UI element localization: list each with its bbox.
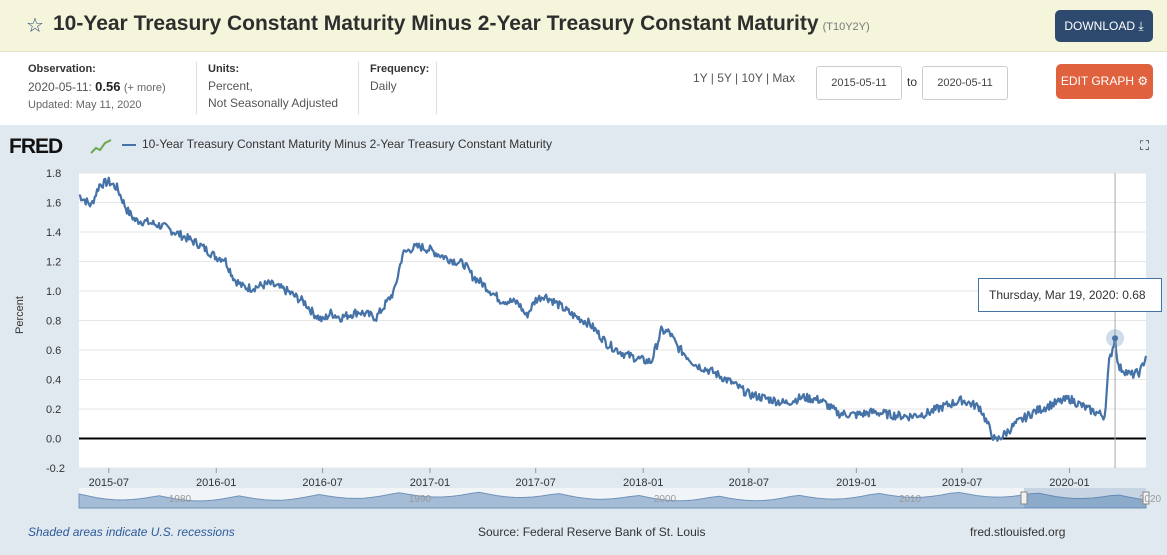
updated-date: Updated: May 11, 2020 — [28, 99, 142, 111]
start-date-input[interactable]: 2015-05-11 — [816, 66, 902, 100]
fred-logo-graph-icon — [90, 136, 112, 156]
y-axis-label: Percent — [14, 296, 26, 334]
navigator-label: 2000 — [654, 494, 677, 505]
y-tick-label: 0.2 — [46, 404, 61, 416]
fullscreen-icon[interactable]: ⛶ — [1140, 138, 1150, 153]
x-tick-label: 2017-01 — [410, 477, 450, 489]
to-label: to — [907, 75, 918, 89]
x-tick-label: 2016-01 — [196, 477, 236, 489]
observation-more-link[interactable]: (+ more) — [123, 82, 166, 94]
tooltip-value: 0.68 — [1122, 288, 1146, 302]
page-title: 10-Year Treasury Constant Maturity Minus… — [53, 12, 870, 35]
y-tick-label: 0.6 — [46, 345, 61, 357]
hover-point — [1112, 335, 1119, 342]
y-tick-label: 1.0 — [46, 286, 61, 298]
star-outline-icon[interactable]: ☆ — [26, 15, 44, 37]
recession-note: Shaded areas indicate U.S. recessions — [28, 525, 235, 539]
divider — [196, 62, 197, 114]
y-tick-label: 1.8 — [46, 168, 61, 180]
site-link[interactable]: fred.stlouisfed.org — [970, 525, 1066, 539]
divider — [358, 62, 359, 114]
frequency-label: Frequency: — [370, 63, 430, 75]
fred-logo: FRED — [9, 135, 63, 158]
observation-value: 0.56 — [95, 79, 121, 94]
observation-block: Observation: 2020-05-11: 0.56 (+ more) U… — [28, 61, 166, 114]
units-line1: Percent, — [208, 79, 253, 93]
x-tick-label: 2019-07 — [942, 477, 982, 489]
line-chart: -0.2 0.0 0.2 0.4 0.6 0.8 1.0 1.2 1.4 1.6 1.8 2015-… — [14, 168, 1162, 509]
navigator-label: 2020 — [1139, 494, 1162, 505]
y-tick-label: 0.0 — [46, 434, 61, 446]
y-tick-label: -0.2 — [46, 463, 65, 475]
legend-series-name: 10-Year Treasury Constant Maturity Minus… — [142, 137, 552, 151]
source-text: Source: Federal Reserve Bank of St. Loui… — [478, 525, 706, 539]
y-tick-label: 1.2 — [46, 257, 61, 269]
x-tick-label: 2018-01 — [623, 477, 663, 489]
y-tick-label: 1.6 — [46, 198, 61, 210]
x-tick-label: 2020-01 — [1049, 477, 1089, 489]
y-tick-label: 0.8 — [46, 316, 61, 328]
divider — [436, 62, 437, 114]
observation-label: Observation: — [28, 63, 96, 75]
y-tick-label: 0.4 — [46, 375, 61, 387]
y-tick-label: 1.4 — [46, 227, 61, 239]
navigator-selection — [1024, 488, 1146, 508]
navigator-handle-left[interactable] — [1020, 491, 1028, 505]
end-date-input[interactable]: 2020-05-11 — [922, 66, 1008, 100]
navigator-label: 2010 — [899, 494, 922, 505]
edit-graph-button[interactable]: EDIT GRAPH ⚙ — [1056, 64, 1153, 99]
navigator-label: 1980 — [169, 494, 192, 505]
frequency-block: Frequency: Daily — [370, 61, 429, 95]
units-label: Units: — [208, 63, 240, 75]
tooltip-date: Thursday, Mar 19, 2020: — [989, 288, 1119, 302]
series-line — [78, 176, 1148, 442]
navigator-series — [78, 491, 1147, 509]
gear-icon: ⚙ — [1137, 74, 1149, 88]
units-block: Units: Percent, Not Seasonally Adjusted — [208, 61, 338, 112]
x-tick-label: 2018-07 — [729, 477, 769, 489]
frequency-value: Daily — [370, 79, 397, 93]
x-tick-label: 2019-01 — [836, 477, 876, 489]
download-icon: ⤓ — [1138, 19, 1144, 33]
x-tick-label: 2015-07 — [89, 477, 129, 489]
x-tick-label: 2016-07 — [302, 477, 342, 489]
title-bar: ☆ 10-Year Treasury Constant Maturity Min… — [0, 0, 1167, 52]
navigator-handle-right[interactable] — [1142, 491, 1150, 505]
series-id: (T10Y2Y) — [822, 21, 870, 33]
navigator-label: 1990 — [409, 494, 432, 505]
units-line2: Not Seasonally Adjusted — [208, 96, 339, 110]
x-tick-label: 2017-07 — [516, 477, 556, 489]
download-button[interactable]: DOWNLOAD ⤓ — [1055, 10, 1153, 42]
tooltip: Thursday, Mar 19, 2020: 0.68 — [978, 278, 1162, 312]
range-links[interactable]: 1Y | 5Y | 10Y | Max — [693, 71, 796, 85]
observation-date: 2020-05-11: — [28, 80, 92, 94]
legend-swatch — [122, 144, 136, 146]
